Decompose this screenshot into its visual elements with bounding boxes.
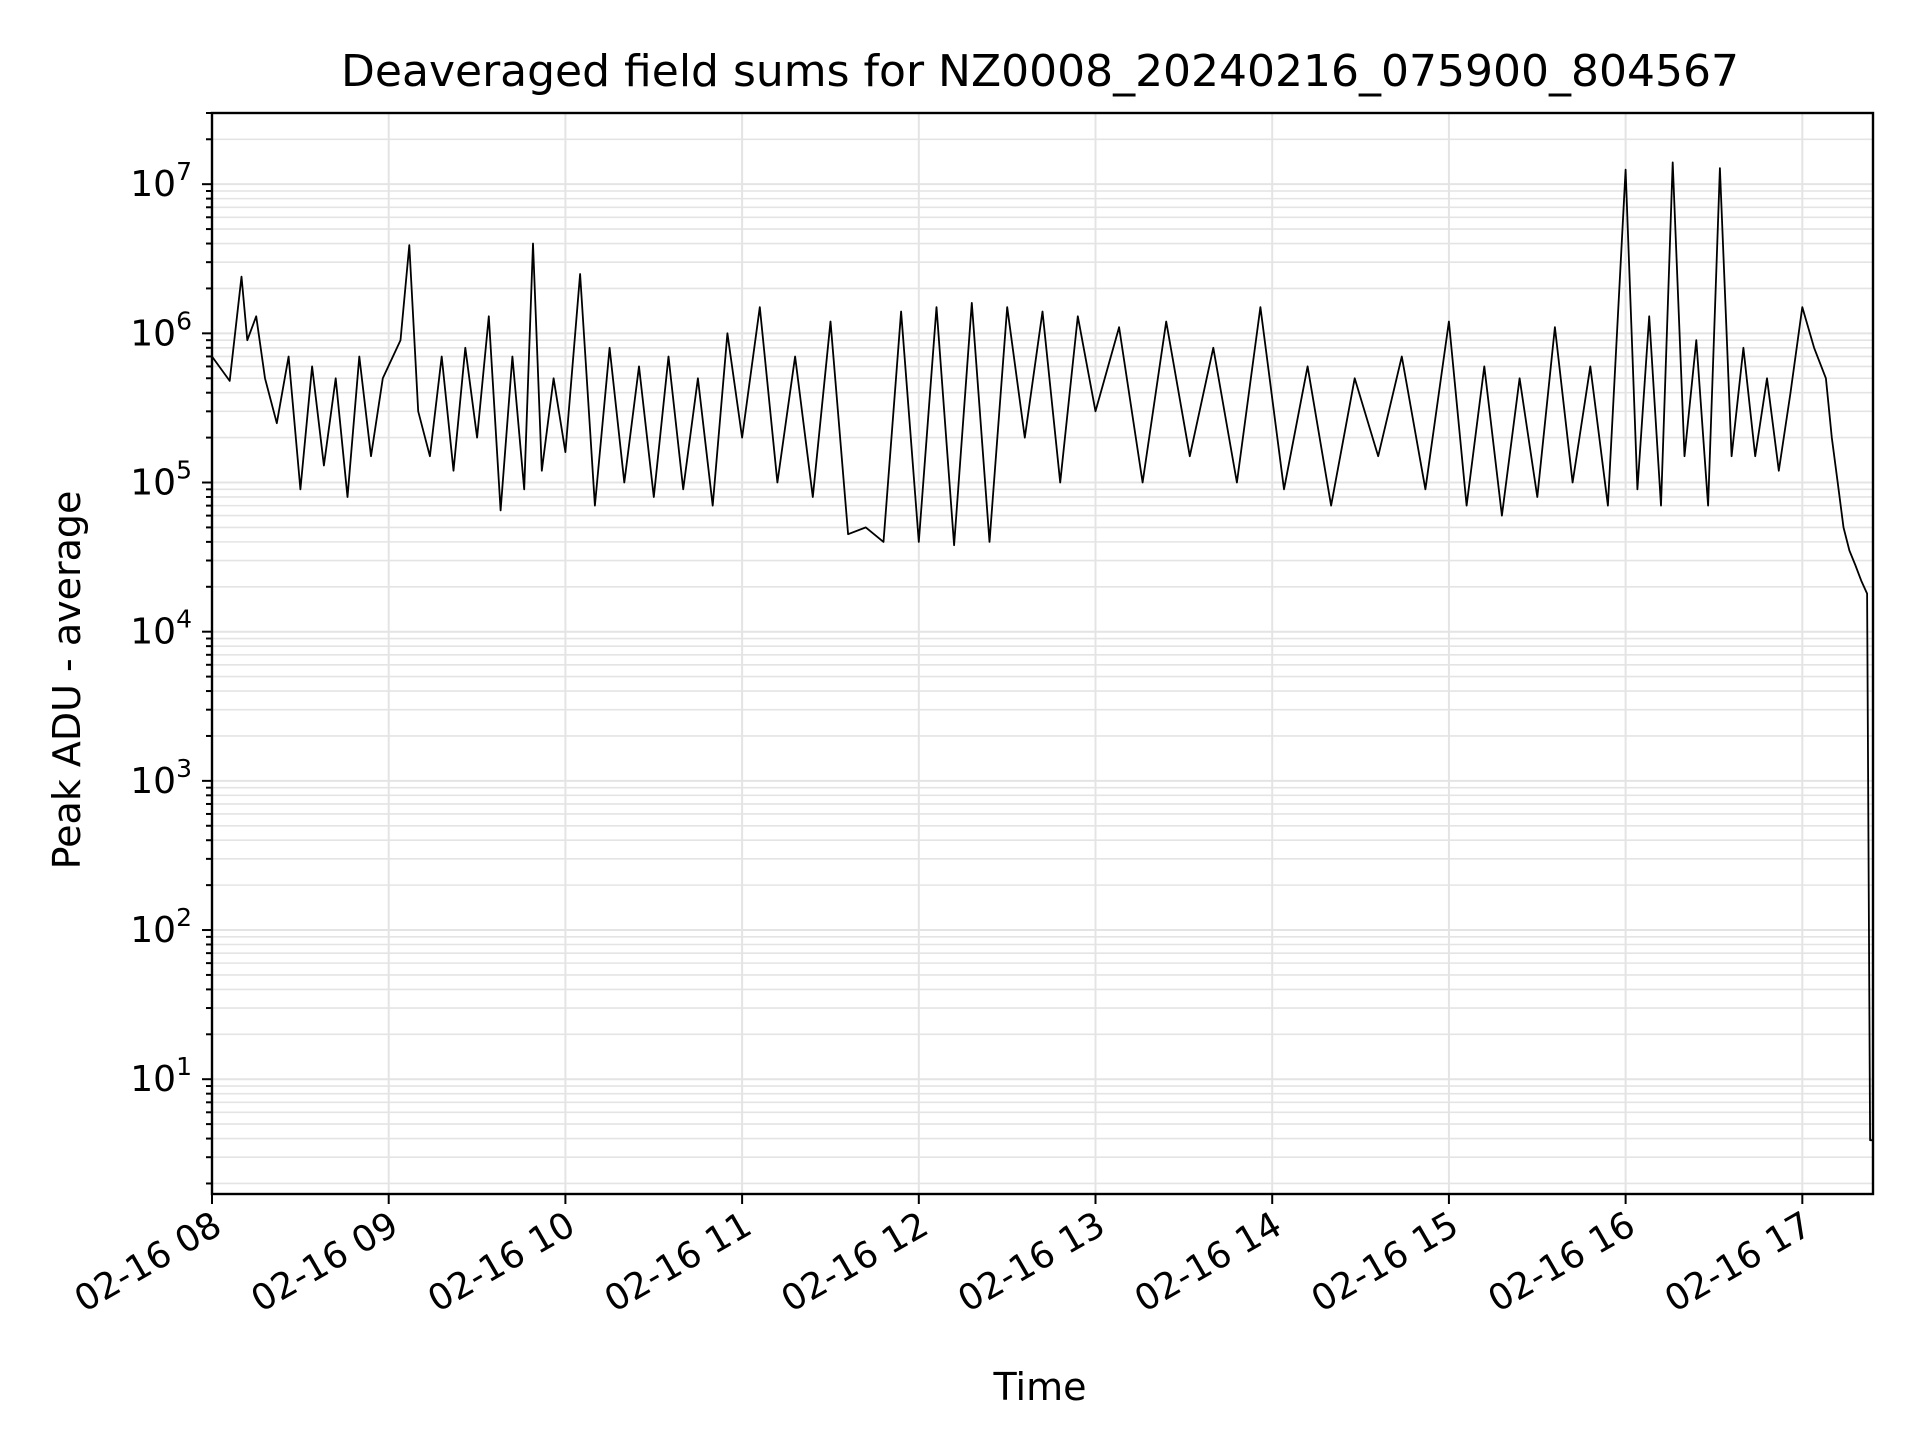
y-axis-label: Peak ADU - average: [45, 491, 89, 870]
x-tick-labels: 02-16 08 02-16 09 02-16 10 02-16 11 02-16 12…: [68, 1194, 1819, 1321]
x-tick-label: 02-16 14: [1128, 1204, 1289, 1320]
chart-title: Deaveraged field sums for NZ0008_2024021…: [341, 46, 1739, 97]
y-tick-label: 107: [130, 157, 192, 205]
y-tick-label: 105: [130, 456, 192, 504]
x-tick-label: 02-16 16: [1481, 1204, 1642, 1320]
x-tick-label: 02-16 11: [598, 1204, 759, 1320]
x-tick-label: 02-16 13: [951, 1204, 1112, 1320]
y-tick-labels: 101 102 103 104 105 106 107: [130, 112, 212, 1185]
y-tick-label: 102: [130, 903, 192, 951]
x-tick-label: 02-16 15: [1305, 1204, 1466, 1320]
series-line: [211, 161, 1873, 1142]
y-tick-label: 104: [130, 605, 192, 653]
x-tick-label: 02-16 09: [245, 1204, 406, 1320]
x-tick-label: 02-16 08: [68, 1204, 229, 1320]
y-tick-label: 101: [130, 1052, 192, 1100]
series-line-layer: [211, 161, 1873, 1142]
axes: [210, 111, 1875, 1196]
grid: [211, 112, 1873, 1194]
x-axis-label: Time: [993, 1365, 1087, 1409]
plot-frame: [210, 111, 1875, 1196]
x-tick-label: 02-16 17: [1658, 1204, 1819, 1320]
x-tick-label: 02-16 10: [421, 1204, 582, 1320]
y-tick-label: 106: [130, 306, 192, 354]
x-tick-label: 02-16 12: [775, 1204, 936, 1320]
y-tick-label: 103: [130, 754, 192, 802]
